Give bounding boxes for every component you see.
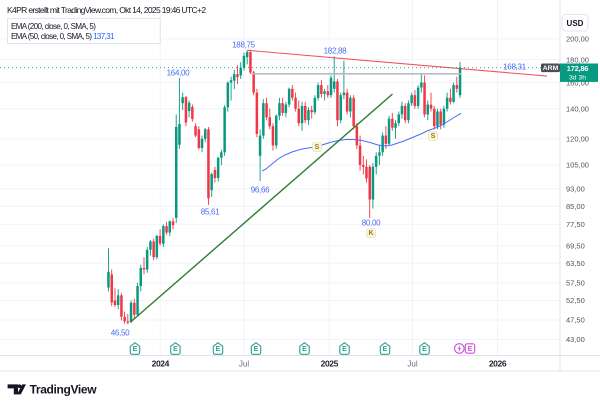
svg-text:80,00: 80,00	[362, 218, 381, 227]
svg-text:K: K	[368, 230, 373, 237]
svg-text:96,66: 96,66	[251, 185, 270, 194]
svg-text:3d 3h: 3d 3h	[569, 74, 586, 81]
svg-text:E: E	[133, 346, 138, 353]
svg-text:EMA (50, close, 0, SMA, 5) 13: EMA (50, close, 0, SMA, 5) 137,31	[11, 32, 115, 41]
svg-text:43,00: 43,00	[566, 335, 585, 344]
svg-text:69,50: 69,50	[566, 241, 585, 250]
svg-text:E: E	[342, 346, 347, 353]
svg-text:160,00: 160,00	[566, 78, 589, 87]
svg-text:63,50: 63,50	[566, 259, 585, 268]
svg-text:46,50: 46,50	[111, 328, 130, 337]
svg-text:USD: USD	[567, 19, 584, 28]
svg-text:E: E	[383, 346, 388, 353]
svg-text:EMA (200, close, 0, SMA, 5): EMA (200, close, 0, SMA, 5)	[11, 22, 96, 31]
svg-text:85,61: 85,61	[201, 207, 220, 216]
svg-text:E: E	[173, 346, 178, 353]
svg-text:Jul: Jul	[407, 359, 417, 368]
svg-text:57,50: 57,50	[566, 278, 585, 287]
svg-text:K4PR erstellt mit TradingView.: K4PR erstellt mit TradingView.com, Okt 1…	[7, 5, 206, 15]
svg-text:E: E	[422, 346, 427, 353]
svg-text:180,00: 180,00	[566, 55, 589, 64]
svg-text:E: E	[302, 346, 307, 353]
svg-text:93,00: 93,00	[566, 184, 585, 193]
svg-text:164,00: 164,00	[167, 68, 191, 77]
svg-text:168,31: 168,31	[503, 62, 527, 71]
svg-text:200,00: 200,00	[566, 35, 589, 44]
svg-text:105,00: 105,00	[566, 161, 589, 170]
svg-text:E: E	[468, 346, 473, 353]
svg-text:2026: 2026	[489, 358, 507, 368]
svg-text:S: S	[315, 144, 320, 151]
svg-text:E: E	[216, 346, 221, 353]
svg-text:140,00: 140,00	[566, 104, 589, 113]
svg-text:E: E	[254, 346, 259, 353]
svg-text:77,50: 77,50	[566, 220, 585, 229]
svg-text:47,50: 47,50	[566, 316, 585, 325]
svg-text:120,00: 120,00	[566, 135, 589, 144]
svg-text:52,50: 52,50	[566, 296, 585, 305]
svg-text:182,88: 182,88	[324, 46, 348, 55]
svg-text:2025: 2025	[321, 358, 339, 368]
svg-text:ARM: ARM	[543, 65, 559, 72]
svg-text:S: S	[431, 133, 436, 140]
svg-text:2024: 2024	[152, 358, 170, 368]
svg-text:TradingView: TradingView	[30, 382, 98, 396]
svg-text:Jul: Jul	[239, 359, 249, 368]
svg-text:172,86: 172,86	[567, 64, 588, 73]
svg-text:188,75: 188,75	[232, 40, 256, 49]
svg-text:85,00: 85,00	[566, 202, 585, 211]
